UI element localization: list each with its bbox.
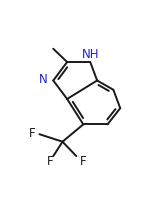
Text: NH: NH [82,48,99,61]
Text: F: F [46,155,53,169]
Text: F: F [29,126,35,140]
Text: N: N [39,73,48,86]
Text: F: F [80,155,87,169]
